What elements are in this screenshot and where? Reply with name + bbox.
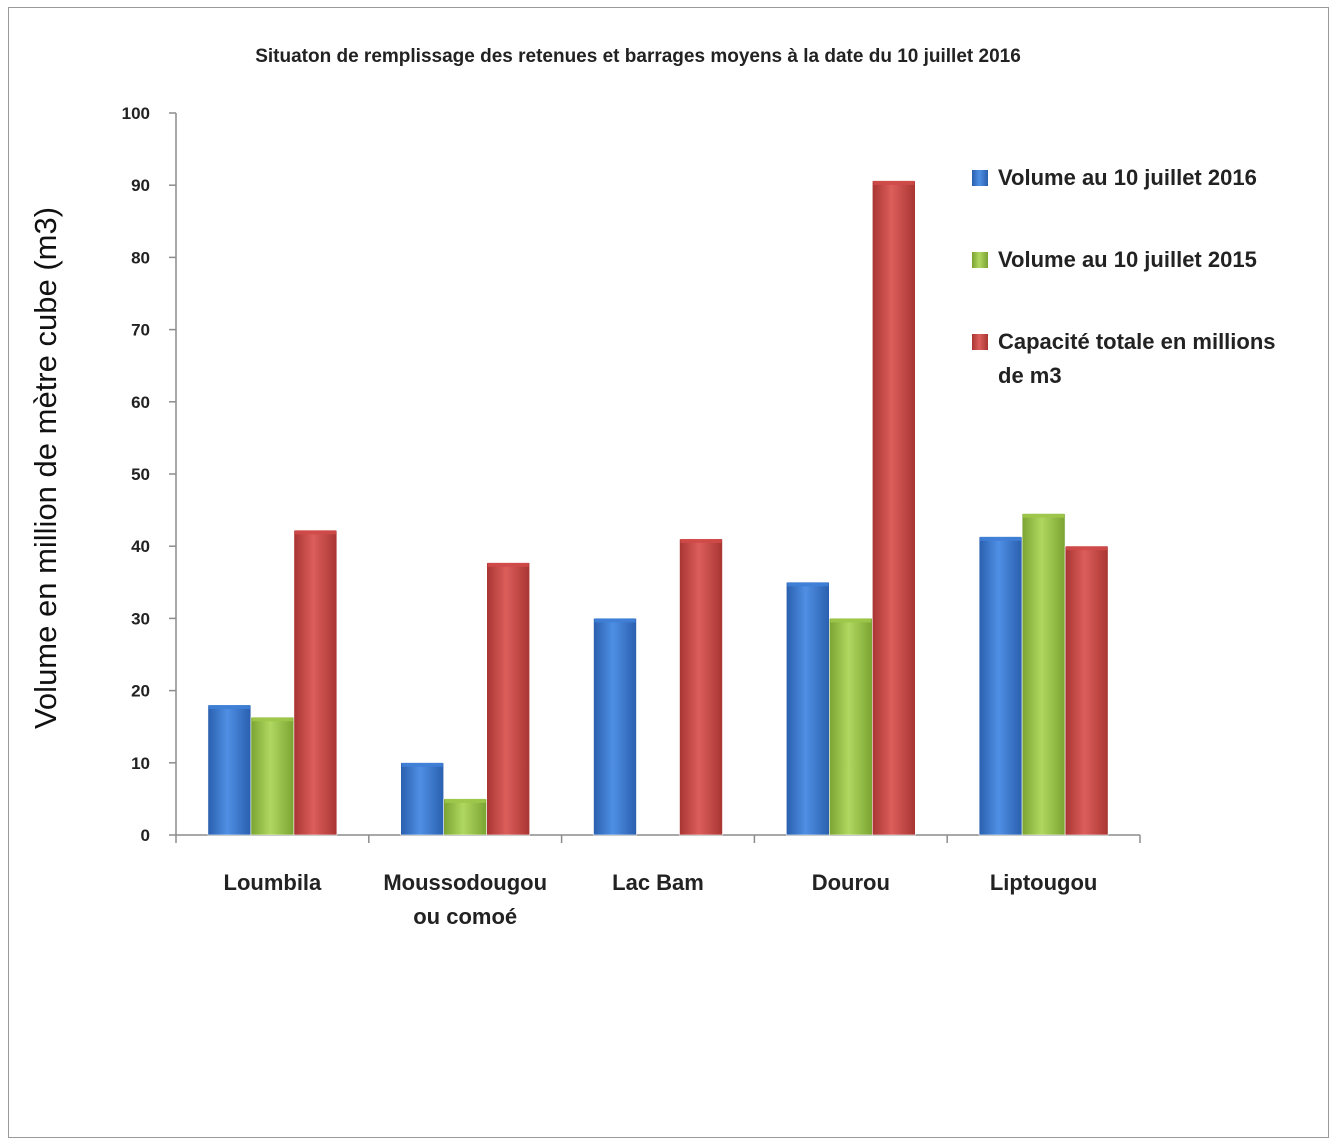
y-tick-label: 10	[131, 754, 150, 773]
bar-top-cap	[680, 538, 722, 543]
bar	[400, 762, 445, 836]
chart-frame	[8, 7, 1329, 1138]
legend-label: Volume au 10 juillet 2016	[998, 165, 1257, 190]
legend-label-line: de m3	[998, 363, 1062, 388]
legend-swatch	[972, 170, 988, 186]
bar	[593, 618, 637, 836]
x-category-label-line: Loumbila	[224, 870, 323, 895]
bar-top-cap	[1023, 513, 1065, 518]
bar	[871, 180, 916, 836]
x-category-label-line: Liptougou	[990, 870, 1098, 895]
x-category-label: Moussodougou ou comoé	[383, 870, 547, 929]
x-category-label: Dourou	[812, 870, 890, 895]
y-tick-label: 80	[131, 248, 150, 267]
bars	[207, 180, 1109, 836]
legend: Volume au 10 juillet 2016 Volume au 10 ju…	[972, 165, 1276, 388]
x-category-label: Loumbila	[224, 870, 323, 895]
bar-top-cap	[980, 536, 1022, 541]
bar	[1021, 513, 1066, 836]
x-category-label-line: Lac Bam	[612, 870, 704, 895]
x-category-label: Lac Bam	[612, 870, 704, 895]
bar	[207, 704, 252, 836]
bar-top-cap	[401, 762, 443, 767]
bar	[486, 562, 531, 836]
bar-top-cap	[873, 180, 915, 185]
legend-swatch	[972, 334, 988, 350]
bar-top-cap	[444, 798, 486, 803]
bar-top-cap	[1066, 546, 1108, 551]
y-tick-label: 90	[131, 176, 150, 195]
y-tick-label: 60	[131, 393, 150, 412]
chart-title: Situaton de remplissage des retenues et …	[255, 46, 1021, 67]
bar	[250, 717, 295, 836]
bar	[293, 530, 338, 836]
y-tick-label: 40	[131, 537, 150, 556]
bar-top-cap	[487, 562, 529, 567]
bar-top-cap	[208, 705, 250, 710]
bar	[443, 798, 488, 836]
bar-top-cap	[294, 530, 336, 535]
legend-label: Volume au 10 juillet 2015	[998, 247, 1257, 272]
y-tick-label: 100	[122, 104, 150, 123]
y-tick-label: 30	[131, 609, 150, 628]
y-tick-label: 20	[131, 682, 150, 701]
y-tick-label: 70	[131, 321, 150, 340]
legend-label-line: Volume au 10 juillet 2015	[998, 247, 1257, 272]
x-category-label: Liptougou	[990, 870, 1098, 895]
bar	[828, 618, 873, 836]
legend-label: Capacité totale en millions de m3	[998, 329, 1276, 388]
bar	[978, 536, 1023, 836]
legend-swatch	[972, 252, 988, 268]
bar	[785, 581, 830, 836]
bar-top-cap	[594, 618, 636, 623]
bar-top-cap	[830, 618, 872, 623]
x-category-label-line: ou comoé	[413, 904, 517, 929]
x-category-label-line: Dourou	[812, 870, 890, 895]
bar	[1064, 545, 1109, 836]
bar-top-cap	[787, 582, 829, 587]
y-axis-label: Volume en million de mètre cube (m3)	[28, 207, 63, 729]
legend-label-line: Capacité totale en millions	[998, 329, 1276, 354]
y-tick-label: 50	[131, 465, 150, 484]
bar	[679, 538, 723, 836]
x-category-label-line: Moussodougou	[383, 870, 547, 895]
bar-top-cap	[251, 717, 293, 722]
y-tick-label: 0	[141, 826, 150, 845]
legend-label-line: Volume au 10 juillet 2016	[998, 165, 1257, 190]
